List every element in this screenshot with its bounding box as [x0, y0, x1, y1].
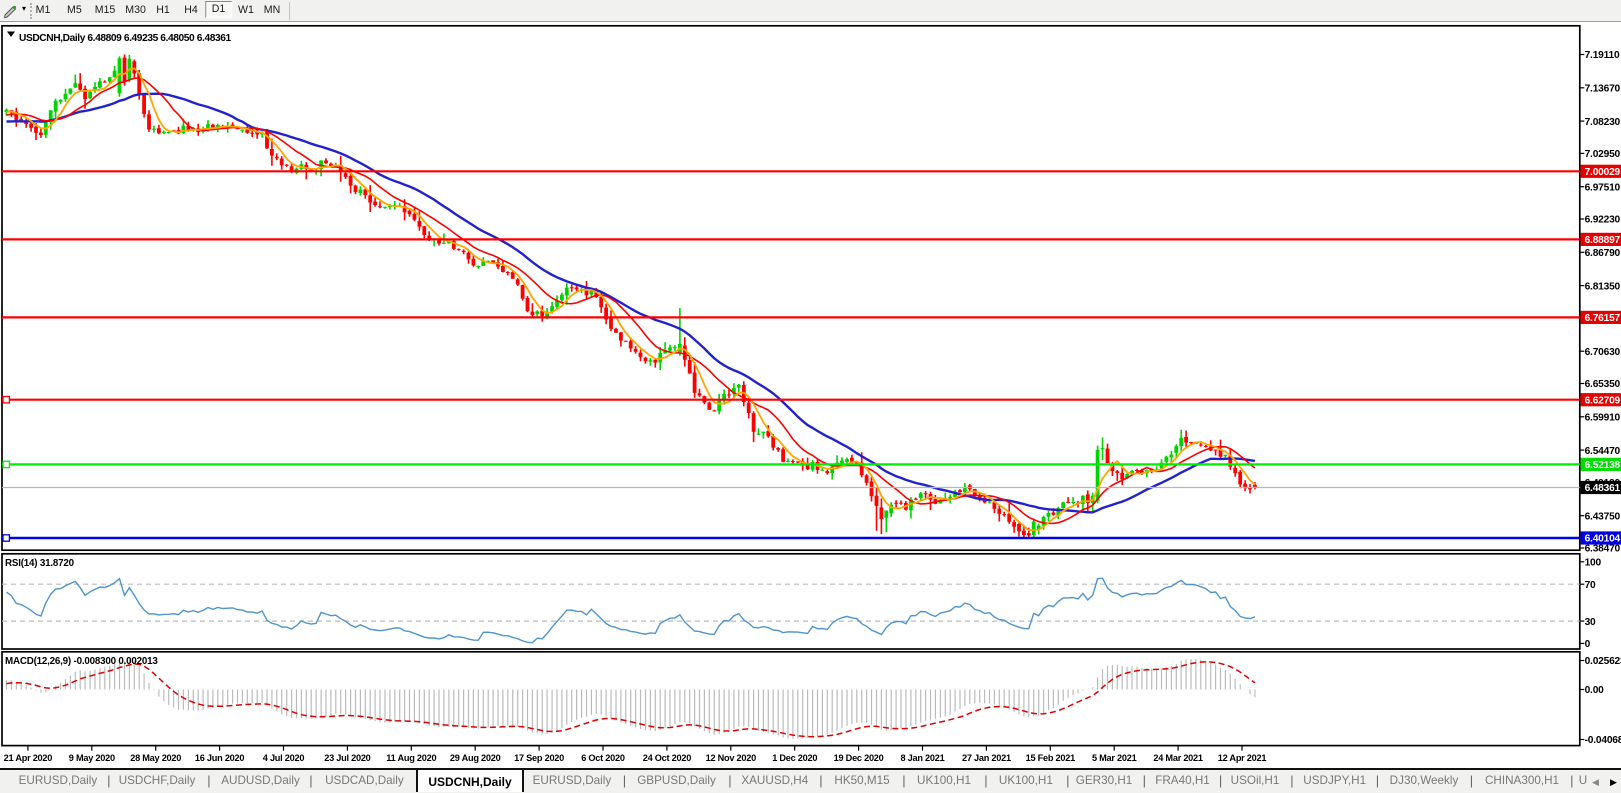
- svg-text:28 May 2020: 28 May 2020: [130, 753, 181, 763]
- svg-text:6.38470: 6.38470: [1585, 544, 1621, 555]
- svg-text:6 Oct 2020: 6 Oct 2020: [581, 753, 625, 763]
- svg-text:11 Aug 2020: 11 Aug 2020: [386, 753, 436, 763]
- svg-text:6.81350: 6.81350: [1585, 281, 1621, 292]
- svg-text:27 Jan 2021: 27 Jan 2021: [962, 753, 1011, 763]
- svg-text:12 Apr 2021: 12 Apr 2021: [1218, 753, 1267, 763]
- svg-text:6.62709: 6.62709: [1585, 395, 1621, 406]
- svg-text:29 Aug 2020: 29 Aug 2020: [450, 753, 501, 763]
- svg-text:7.13670: 7.13670: [1585, 84, 1621, 95]
- svg-text:7.19110: 7.19110: [1585, 50, 1620, 61]
- svg-text:6.59910: 6.59910: [1585, 413, 1621, 424]
- svg-text:4 Jul 2020: 4 Jul 2020: [263, 753, 305, 763]
- svg-text:7.02950: 7.02950: [1585, 149, 1621, 160]
- svg-text:6.86790: 6.86790: [1585, 248, 1621, 259]
- svg-text:7.08230: 7.08230: [1585, 117, 1621, 128]
- svg-text:70: 70: [1585, 580, 1596, 591]
- svg-text:0: 0: [1585, 639, 1591, 650]
- svg-text:MACD(12,26,9) -0.008300 0.0020: MACD(12,26,9) -0.008300 0.002013: [5, 656, 158, 667]
- svg-text:7.00029: 7.00029: [1585, 167, 1621, 178]
- svg-text:5 Mar 2021: 5 Mar 2021: [1092, 753, 1137, 763]
- svg-text:6.52138: 6.52138: [1585, 460, 1621, 471]
- svg-text:24 Mar 2021: 24 Mar 2021: [1153, 753, 1202, 763]
- svg-text:15 Feb 2021: 15 Feb 2021: [1026, 753, 1075, 763]
- svg-text:0.025623: 0.025623: [1585, 656, 1621, 667]
- svg-text:6.88897: 6.88897: [1585, 235, 1621, 246]
- svg-text:-0.040687: -0.040687: [1585, 735, 1621, 746]
- svg-text:6.48361: 6.48361: [1585, 483, 1621, 494]
- svg-text:6.92230: 6.92230: [1585, 215, 1621, 226]
- svg-text:30: 30: [1585, 617, 1596, 628]
- svg-text:100: 100: [1585, 558, 1602, 569]
- svg-text:19 Dec 2020: 19 Dec 2020: [834, 753, 884, 763]
- svg-text:21 Apr 2020: 21 Apr 2020: [4, 753, 53, 763]
- svg-text:6.40104: 6.40104: [1585, 534, 1621, 545]
- svg-text:0.00: 0.00: [1585, 685, 1605, 696]
- svg-text:17 Sep 2020: 17 Sep 2020: [514, 753, 564, 763]
- svg-text:RSI(14) 31.8720: RSI(14) 31.8720: [5, 558, 75, 569]
- svg-text:24 Oct 2020: 24 Oct 2020: [643, 753, 691, 763]
- svg-text:6.97510: 6.97510: [1585, 182, 1621, 193]
- svg-text:USDCNH,Daily 6.48809 6.49235: USDCNH,Daily 6.48809 6.49235 6.48050 6.4…: [19, 33, 232, 44]
- svg-text:16 Jun 2020: 16 Jun 2020: [195, 753, 244, 763]
- svg-text:6.65350: 6.65350: [1585, 379, 1621, 390]
- svg-text:6.43750: 6.43750: [1585, 511, 1621, 522]
- svg-text:9 May 2020: 9 May 2020: [69, 753, 115, 763]
- svg-text:6.70630: 6.70630: [1585, 347, 1621, 358]
- svg-text:12 Nov 2020: 12 Nov 2020: [706, 753, 757, 763]
- svg-text:8 Jan 2021: 8 Jan 2021: [901, 753, 945, 763]
- svg-text:6.54470: 6.54470: [1585, 446, 1621, 457]
- svg-text:6.76157: 6.76157: [1585, 313, 1621, 324]
- svg-text:23 Jul 2020: 23 Jul 2020: [324, 753, 370, 763]
- svg-text:1 Dec 2020: 1 Dec 2020: [772, 753, 817, 763]
